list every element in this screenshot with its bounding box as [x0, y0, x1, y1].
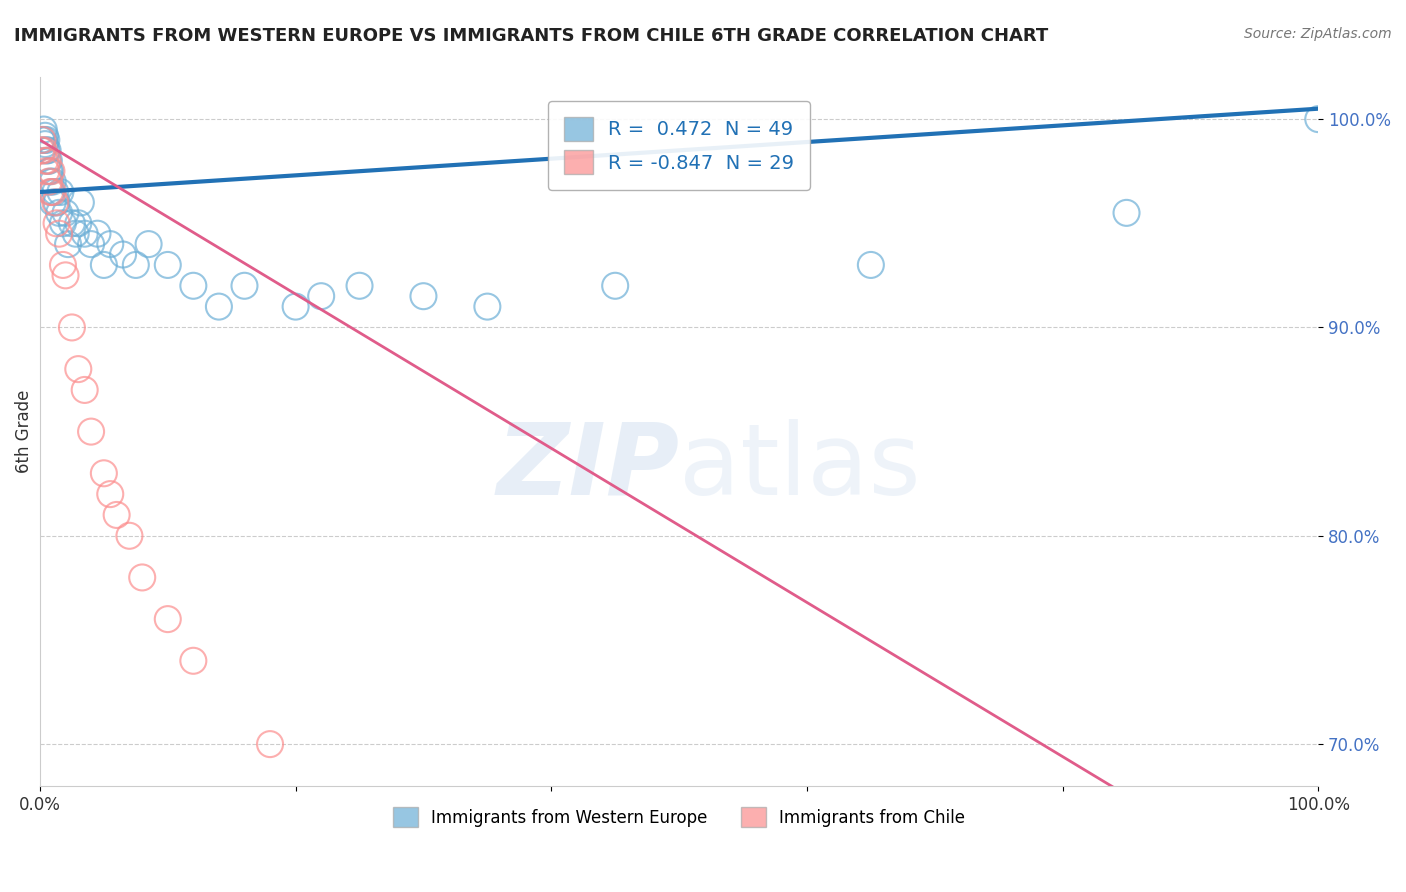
Point: [44, 185, 66, 199]
Point: [183, 654, 205, 668]
Point: [48, 206, 70, 220]
Point: [233, 278, 256, 293]
Point: [156, 258, 179, 272]
Point: [37, 153, 59, 168]
Point: [41, 185, 63, 199]
Point: [37, 153, 59, 168]
Point: [45, 195, 67, 210]
Point: [60, 216, 83, 230]
Point: [39, 185, 62, 199]
Point: [48, 227, 70, 241]
Point: [477, 300, 499, 314]
Point: [31, 133, 53, 147]
Point: [309, 289, 332, 303]
Point: [39, 164, 62, 178]
Point: [42, 185, 65, 199]
Point: [34, 153, 56, 168]
Point: [39, 175, 62, 189]
Point: [1115, 206, 1137, 220]
Point: [35, 144, 58, 158]
Text: atlas: atlas: [679, 418, 921, 516]
Point: [55, 206, 77, 220]
Point: [37, 144, 59, 158]
Point: [80, 237, 103, 252]
Point: [98, 237, 121, 252]
Point: [56, 237, 79, 252]
Point: [183, 278, 205, 293]
Point: [49, 185, 72, 199]
Point: [112, 247, 135, 261]
Legend: Immigrants from Western Europe, Immigrants from Chile: Immigrants from Western Europe, Immigran…: [387, 800, 972, 834]
Point: [412, 841, 434, 855]
Point: [31, 144, 53, 158]
Point: [284, 300, 307, 314]
Point: [45, 216, 67, 230]
Point: [138, 237, 160, 252]
Point: [125, 258, 148, 272]
Point: [605, 278, 627, 293]
Point: [86, 227, 108, 241]
Point: [38, 175, 60, 189]
Point: [93, 258, 115, 272]
Point: [93, 467, 115, 481]
Point: [70, 195, 93, 210]
Point: [38, 164, 60, 178]
Point: [60, 320, 83, 334]
Point: [30, 144, 52, 158]
Point: [1308, 112, 1330, 127]
Point: [73, 227, 96, 241]
Point: [32, 133, 55, 147]
Point: [412, 289, 434, 303]
Point: [131, 570, 153, 584]
Point: [65, 227, 87, 241]
Point: [44, 195, 66, 210]
Point: [34, 128, 56, 143]
Point: [35, 164, 58, 178]
Point: [34, 137, 56, 152]
Point: [41, 164, 63, 178]
Point: [98, 487, 121, 501]
Point: [35, 133, 58, 147]
Text: Source: ZipAtlas.com: Source: ZipAtlas.com: [1244, 27, 1392, 41]
Point: [208, 300, 231, 314]
Point: [32, 144, 55, 158]
Point: [259, 737, 281, 751]
Point: [38, 153, 60, 168]
Text: IMMIGRANTS FROM WESTERN EUROPE VS IMMIGRANTS FROM CHILE 6TH GRADE CORRELATION CH: IMMIGRANTS FROM WESTERN EUROPE VS IMMIGR…: [14, 27, 1049, 45]
Point: [73, 383, 96, 397]
Point: [55, 268, 77, 283]
Point: [67, 216, 90, 230]
Point: [52, 258, 75, 272]
Point: [156, 612, 179, 626]
Text: ZIP: ZIP: [496, 418, 679, 516]
Point: [42, 195, 65, 210]
Point: [105, 508, 128, 522]
Point: [859, 258, 882, 272]
Point: [42, 175, 65, 189]
Point: [349, 278, 371, 293]
Point: [796, 883, 818, 892]
Point: [67, 362, 90, 376]
Point: [118, 529, 141, 543]
Point: [32, 122, 55, 136]
Point: [52, 216, 75, 230]
Point: [30, 133, 52, 147]
Y-axis label: 6th Grade: 6th Grade: [15, 390, 32, 474]
Point: [80, 425, 103, 439]
